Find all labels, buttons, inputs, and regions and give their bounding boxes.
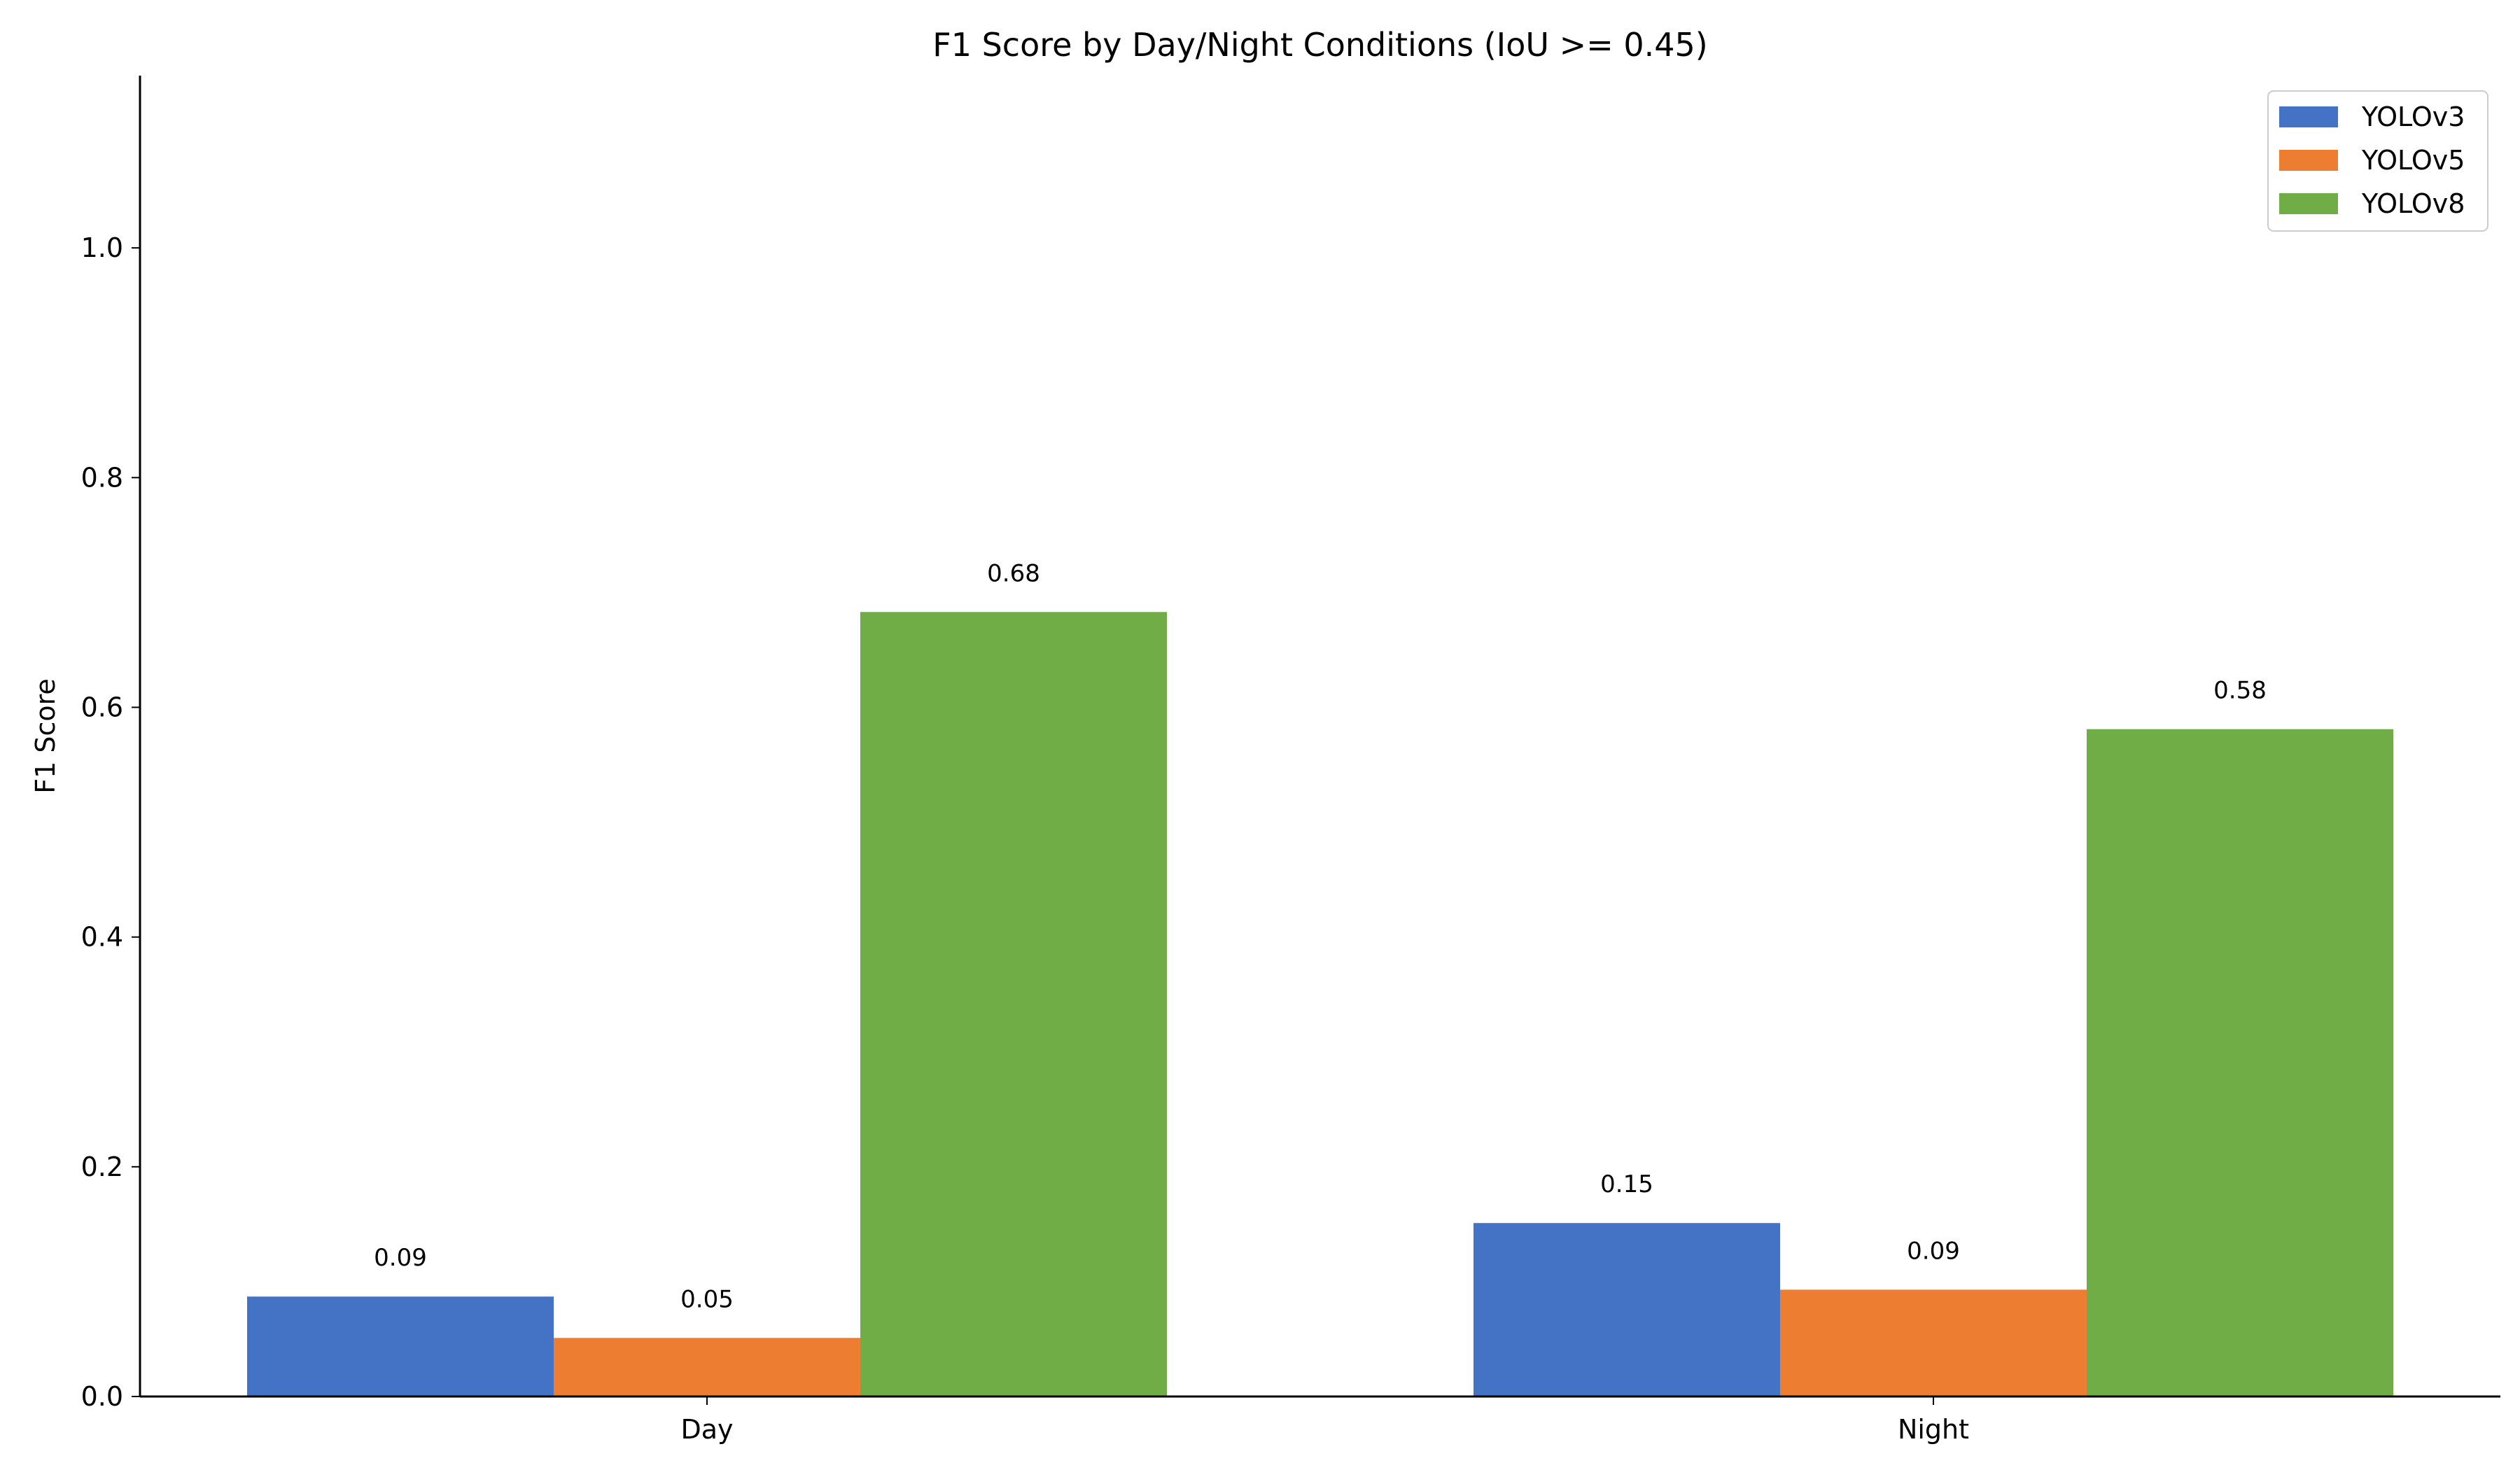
bar-value-label: 0.05 bbox=[680, 1285, 734, 1313]
bar-yolov3-day bbox=[247, 1296, 554, 1396]
y-tick-label: 0.6 bbox=[81, 692, 123, 722]
y-tick-label: 0.2 bbox=[81, 1152, 123, 1182]
legend-entry: YOLOv5 bbox=[2361, 145, 2465, 176]
legend-entry: YOLOv8 bbox=[2361, 188, 2465, 219]
y-tick-label: 1.0 bbox=[81, 232, 123, 263]
x-axis-ticks: Day Night bbox=[680, 1396, 1969, 1445]
y-tick-label: 0.0 bbox=[81, 1381, 123, 1412]
bar-value-label: 0.68 bbox=[987, 559, 1040, 587]
bar-yolov8-day bbox=[860, 612, 1167, 1396]
bar-yolov3-night bbox=[1474, 1223, 1780, 1396]
bar-value-label: 0.09 bbox=[1907, 1237, 1960, 1265]
bar-value-label: 0.15 bbox=[1600, 1170, 1653, 1198]
bar-value-labels: 0.09 0.05 0.68 0.15 0.09 0.58 bbox=[374, 559, 2267, 1313]
bar-value-label: 0.09 bbox=[374, 1244, 427, 1272]
bar-value-label: 0.58 bbox=[2213, 677, 2267, 705]
bar-series bbox=[247, 612, 2393, 1396]
legend-swatch bbox=[2279, 193, 2338, 214]
y-axis-ticks: 0.0 0.2 0.4 0.6 0.8 1.0 bbox=[81, 232, 140, 1412]
bar-yolov5-day bbox=[554, 1338, 860, 1396]
bar-yolov5-night bbox=[1780, 1289, 2087, 1396]
x-tick-label: Day bbox=[680, 1414, 733, 1445]
legend-swatch bbox=[2279, 150, 2338, 171]
legend: YOLOv3 YOLOv5 YOLOv8 bbox=[2267, 90, 2488, 232]
y-axis-label: F1 Score bbox=[30, 678, 61, 794]
y-tick-label: 0.8 bbox=[81, 462, 123, 493]
legend-swatch bbox=[2279, 106, 2338, 127]
chart-title: F1 Score by Day/Night Conditions (IoU >=… bbox=[932, 26, 1708, 64]
legend-entry: YOLOv3 bbox=[2361, 102, 2465, 132]
bar-yolov8-night bbox=[2087, 729, 2393, 1396]
y-tick-label: 0.4 bbox=[81, 922, 123, 953]
x-tick-label: Night bbox=[1898, 1414, 1969, 1445]
